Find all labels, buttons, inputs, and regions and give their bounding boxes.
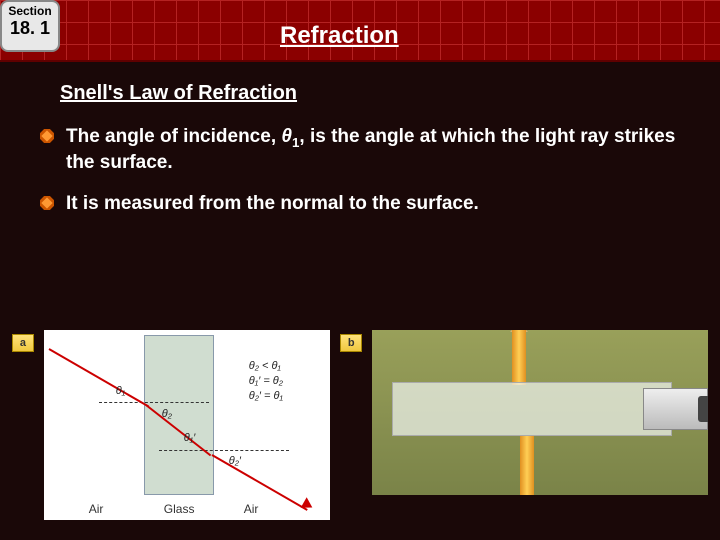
angle-theta1: θ₁ xyxy=(116,385,125,397)
figure-b-photo xyxy=(372,330,708,495)
angle-theta1p: θ₁′ xyxy=(184,432,196,444)
bullet-item: It is measured from the normal to the su… xyxy=(40,192,690,217)
slide-title: Refraction xyxy=(280,22,399,50)
figure-b-label: b xyxy=(340,334,362,352)
medium-label: Glass xyxy=(164,502,195,516)
figures-row: a θ₁ θ₂ θ₁′ θ₂′ θ₂ < θ₁ θ₁′ = θ₂ θ₂′ = θ… xyxy=(12,330,708,520)
glass-block xyxy=(392,382,672,436)
bullet-icon xyxy=(40,196,54,210)
slide-content: Snell's Law of Refraction The angle of i… xyxy=(0,82,720,216)
arrow-icon xyxy=(300,497,315,512)
subtitle: Snell's Law of Refraction xyxy=(60,82,700,105)
angle-theta2p: θ₂′ xyxy=(229,455,241,467)
emergent-ray xyxy=(211,454,307,511)
angle-theta2: θ₂ xyxy=(162,408,172,420)
figure-a-label: a xyxy=(12,334,34,352)
section-tab: Section 18. 1 xyxy=(0,0,60,52)
medium-label: Air xyxy=(244,502,259,516)
normal-line xyxy=(99,402,209,403)
bullet-text: The angle of incidence, θ1, is the angle… xyxy=(66,125,690,176)
section-number: 18. 1 xyxy=(2,18,58,39)
incident-ray xyxy=(48,348,149,407)
glass-slab xyxy=(144,335,214,495)
equation: θ₂′ = θ₁ xyxy=(249,390,283,402)
slide-header: Section 18. 1 Refraction xyxy=(0,0,720,62)
pencil-upper xyxy=(512,330,526,385)
normal-line xyxy=(159,450,289,451)
bullet-text: It is measured from the normal to the su… xyxy=(66,192,479,217)
section-label: Section xyxy=(2,4,58,18)
bullet-icon xyxy=(40,129,54,143)
pencil-lower xyxy=(520,436,534,495)
bullet-item: The angle of incidence, θ1, is the angle… xyxy=(40,125,690,176)
figure-a-diagram: θ₁ θ₂ θ₁′ θ₂′ θ₂ < θ₁ θ₁′ = θ₂ θ₂′ = θ₁ … xyxy=(44,330,331,520)
equation: θ₂ < θ₁ xyxy=(249,360,281,372)
medium-label: Air xyxy=(89,502,104,516)
equation: θ₁′ = θ₂ xyxy=(249,375,283,387)
clamp-knob xyxy=(698,396,708,422)
